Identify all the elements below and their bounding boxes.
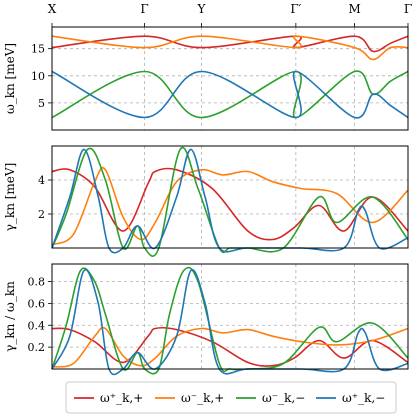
series-line-4 bbox=[51, 70, 409, 119]
y-tick-label: 0.8 bbox=[28, 276, 46, 289]
axes-frame bbox=[51, 26, 409, 131]
y-axis-label: ω_kn [meV] bbox=[3, 43, 17, 114]
symmetry-point-label: Γ bbox=[404, 2, 412, 16]
legend-label: ω⁺_k,+ bbox=[100, 391, 143, 405]
series-line-4 bbox=[51, 148, 409, 254]
y-tick-label: 0.6 bbox=[28, 297, 46, 310]
legend-label: ω⁻_k,− bbox=[262, 391, 305, 405]
series-line-1 bbox=[51, 167, 409, 241]
y-tick-label: 5 bbox=[38, 97, 45, 110]
series-line-2 bbox=[51, 35, 409, 61]
symmetry-point-label: Y bbox=[197, 2, 207, 16]
symmetry-point-label: M bbox=[348, 2, 360, 16]
series-line-2 bbox=[51, 326, 409, 368]
series-line-3 bbox=[51, 70, 409, 119]
series-line-4 bbox=[51, 268, 409, 376]
grid-layer bbox=[52, 27, 408, 369]
y-tick-label: 10 bbox=[31, 70, 45, 83]
y-axis-label: γ_kn [meV] bbox=[3, 163, 17, 232]
legend-label: ω⁺_k,− bbox=[342, 391, 385, 405]
y-axis-label: γ_kn / ω_kn bbox=[3, 281, 17, 352]
symmetry-point-label: X bbox=[48, 2, 57, 16]
symmetry-point-label: Γ′ bbox=[290, 2, 301, 16]
series-line-3 bbox=[51, 146, 409, 257]
y-tick-label: 4 bbox=[38, 174, 45, 187]
series-layer bbox=[51, 35, 409, 376]
labels-layer: 5 10 15 ω_kn [meV] 2 4 γ_kn [meV] 0.2 0.4 0.6 0.8 γ… bbox=[3, 2, 412, 354]
legend-label: ω⁻_k,+ bbox=[181, 391, 224, 405]
y-tick-label: 0.2 bbox=[28, 341, 46, 354]
legend-box bbox=[65, 381, 397, 414]
axes-frame bbox=[51, 145, 409, 249]
y-tick-label: 0.4 bbox=[28, 319, 46, 332]
series-line-2 bbox=[51, 166, 409, 246]
axes-frames bbox=[48, 23, 409, 370]
legend: ω⁺_k,+ ω⁻_k,+ ω⁻_k,− ω⁺_k,− bbox=[65, 381, 397, 414]
y-tick-label: 2 bbox=[38, 208, 45, 221]
axes-frame bbox=[51, 263, 409, 370]
y-tick-label: 15 bbox=[31, 43, 45, 56]
symmetry-point-label: Γ bbox=[140, 2, 148, 16]
series-line-3 bbox=[51, 266, 409, 375]
